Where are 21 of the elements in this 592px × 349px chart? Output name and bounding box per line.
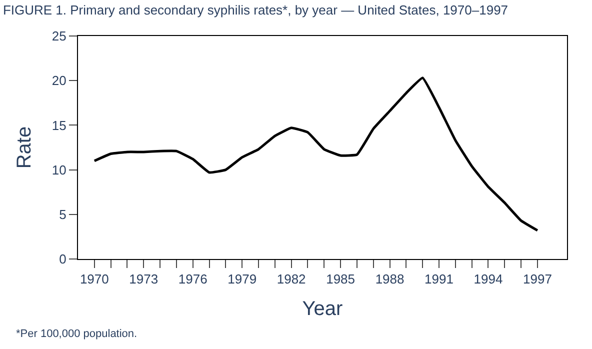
y-tick-label: 20 [52,73,66,88]
y-tick-label: 10 [52,162,66,178]
y-tick-label: 25 [52,28,66,44]
x-tick-label: 1991 [424,272,454,287]
chart-title: FIGURE 1. Primary and secondary syphilis rates*, by year — United States, 1970–1997 [2,2,508,18]
y-tick-label: 0 [59,252,66,267]
y-tick-label: 5 [59,206,66,222]
x-tick-label: 1973 [129,272,158,287]
x-tick-label: 1988 [375,272,404,287]
x-tick-label: 1979 [228,272,257,287]
text: *Per 100,000 population. [16,328,138,340]
x-tick-label: 1994 [474,272,503,287]
x-tick-label: 1970 [80,272,109,287]
line-series [93,76,539,232]
x-tick-label: 1985 [326,272,356,287]
y-axis-title: Rate [13,126,36,169]
x-tick-label: 1982 [276,272,306,287]
x-tick-label: 1997 [523,272,552,287]
x-axis-title: Year [302,298,344,320]
x-tick-label: 1976 [178,272,208,287]
y-tick-label: 15 [52,118,66,133]
